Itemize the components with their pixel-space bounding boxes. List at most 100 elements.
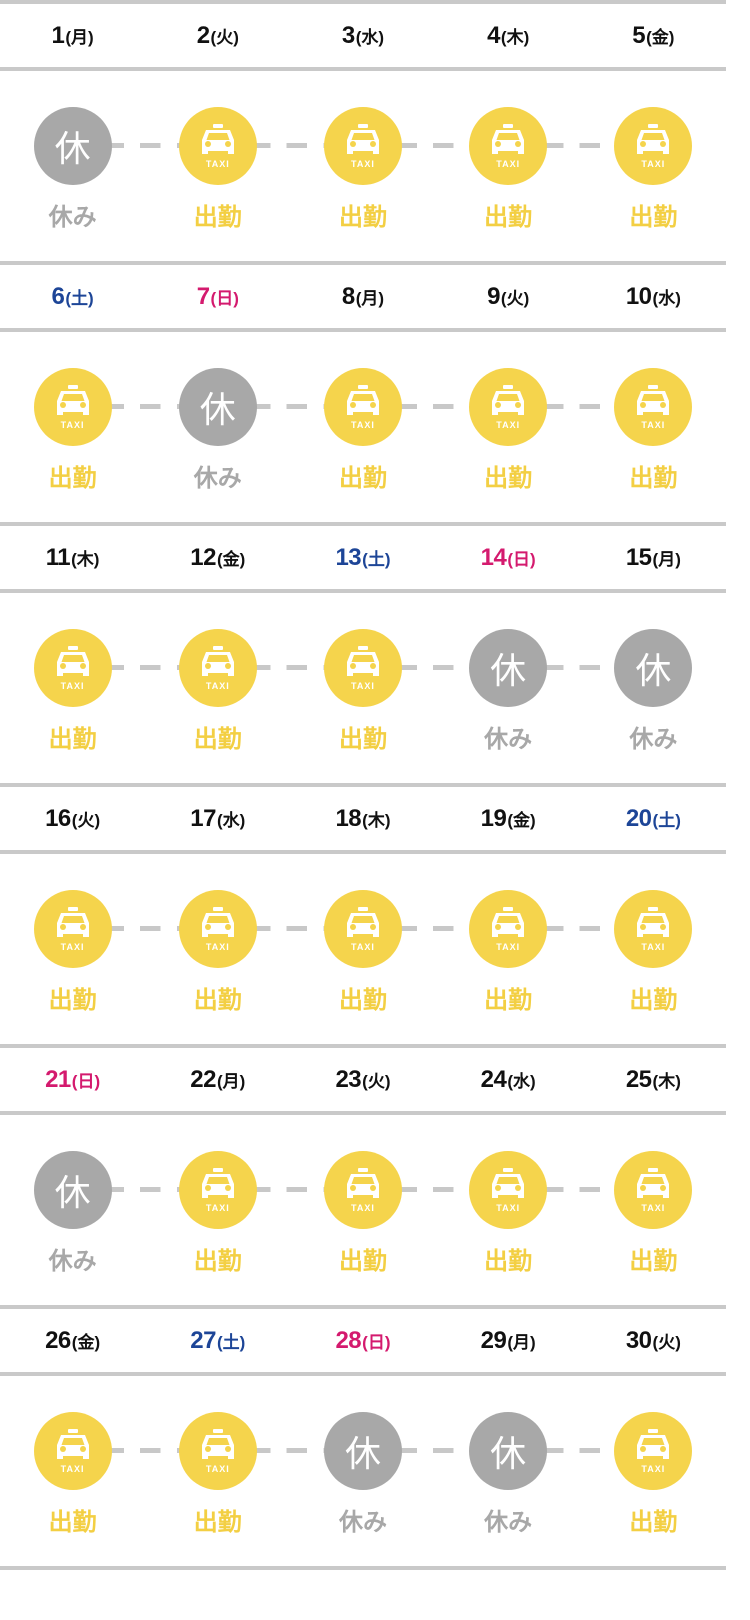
- weekday: (金): [216, 550, 246, 569]
- taxi-icon-text: TAXI: [60, 680, 85, 691]
- week-body: TAXI 出勤 TAXI 出勤休休み休休み TAXI 出勤: [0, 1376, 726, 1566]
- taxi-icon: TAXI: [323, 629, 402, 707]
- status-label: 出勤: [48, 1509, 97, 1536]
- weekday: (日): [507, 550, 536, 569]
- day-cell: TAXI 出勤: [0, 1376, 145, 1566]
- taxi-icon-text: TAXI: [351, 680, 375, 691]
- day-cell: TAXI 出勤: [290, 1115, 435, 1305]
- weekday: (月): [507, 1333, 536, 1352]
- day-cell: TAXI 出勤: [581, 71, 726, 261]
- day-number: 19: [480, 804, 507, 832]
- status-label: 出勤: [484, 1248, 533, 1275]
- taxi-icon-text: TAXI: [496, 941, 521, 952]
- taxi-icon-text: TAXI: [351, 1202, 375, 1213]
- day-number: 28: [335, 1326, 362, 1354]
- day-number: 23: [335, 1065, 362, 1093]
- taxi-icon-text: TAXI: [641, 1463, 666, 1474]
- day-cell: TAXI 出勤: [581, 1376, 726, 1566]
- taxi-icon-text: TAXI: [205, 680, 230, 691]
- taxi-icon-text: TAXI: [641, 941, 666, 952]
- taxi-icon-text: TAXI: [496, 1202, 521, 1213]
- week-body: 休休み TAXI 出勤 TAXI 出勤 TAXI 出勤 TAXI 出勤: [0, 71, 726, 261]
- weekday: (木): [500, 28, 530, 47]
- day-cell: TAXI 出勤: [145, 71, 290, 261]
- weekday: (日): [210, 289, 239, 308]
- weekday: (月): [216, 1072, 246, 1091]
- taxi-icon-text: TAXI: [641, 1202, 666, 1213]
- date-header: 6 (土): [0, 265, 145, 328]
- taxi-icon-text: TAXI: [641, 419, 666, 430]
- week-row: 1 (月) 2 (火) 3 (水) 4 (木) 5 (金) 休休み TAXI 出勤 TAXI 出勤 TAXI 出…: [0, 4, 726, 265]
- day-number: 17: [190, 804, 216, 832]
- week-header: 6 (土) 7 (日) 8 (月) 9 (火) 10 (水): [0, 265, 726, 332]
- weekday: (火): [652, 1333, 681, 1352]
- date-header: 17 (水): [145, 787, 290, 850]
- day-number: 21: [45, 1065, 71, 1093]
- weekday: (土): [362, 550, 391, 569]
- date-header: 5 (金): [581, 4, 726, 67]
- day-number: 6: [51, 282, 65, 310]
- taxi-icon-text: TAXI: [351, 941, 375, 952]
- week-row: 11 (木) 12 (金) 13 (土) 14 (日) 15 (月) TAXI 出勤 TAXI 出勤 TAX…: [0, 526, 726, 787]
- status-label: 出勤: [48, 987, 97, 1014]
- taxi-icon: TAXI: [469, 890, 548, 968]
- status-label: 出勤: [338, 726, 387, 753]
- status-label: 休み: [484, 726, 533, 753]
- taxi-icon: TAXI: [178, 1151, 257, 1229]
- shift-calendar: 1 (月) 2 (火) 3 (水) 4 (木) 5 (金) 休休み TAXI 出勤 TAXI 出勤 TAXI 出…: [0, 0, 726, 1570]
- week-body: TAXI 出勤 TAXI 出勤 TAXI 出勤休休み休休み: [0, 593, 726, 783]
- day-number: 22: [190, 1065, 216, 1093]
- day-number: 4: [487, 21, 500, 49]
- weekday: (木): [362, 811, 391, 830]
- date-header: 11 (木): [0, 526, 145, 589]
- date-header: 26 (金): [0, 1309, 145, 1372]
- taxi-icon: TAXI: [614, 890, 693, 968]
- day-cell: TAXI 出勤: [436, 332, 581, 522]
- date-header: 22 (月): [145, 1048, 290, 1111]
- day-off-icon-text: 休: [490, 1433, 527, 1474]
- status-label: 出勤: [484, 204, 533, 231]
- status-label: 出勤: [338, 987, 387, 1014]
- taxi-icon-text: TAXI: [60, 1463, 85, 1474]
- date-header: 25 (木): [581, 1048, 726, 1111]
- week-header: 11 (木) 12 (金) 13 (土) 14 (日) 15 (月): [0, 526, 726, 593]
- day-number: 8: [341, 282, 355, 310]
- date-header: 18 (木): [290, 787, 435, 850]
- week-row: 6 (土) 7 (日) 8 (月) 9 (火) 10 (水) TAXI 出勤休休み TAXI 出勤 TAXI…: [0, 265, 726, 526]
- taxi-icon: TAXI: [469, 107, 548, 185]
- week-row: 16 (火) 17 (水) 18 (木) 19 (金) 20 (土) TAXI 出勤 TAXI 出勤 TAX…: [0, 787, 726, 1048]
- taxi-icon-text: TAXI: [351, 158, 375, 169]
- status-label: 出勤: [338, 204, 387, 231]
- taxi-icon: TAXI: [323, 1151, 402, 1229]
- day-number: 24: [480, 1065, 507, 1093]
- day-off-icon: 休: [33, 1151, 112, 1229]
- date-header: 19 (金): [436, 787, 581, 850]
- week-body: TAXI 出勤 休休み TAXI 出勤 TAXI 出勤 TAXI 出勤: [0, 332, 726, 522]
- day-number: 10: [625, 282, 652, 310]
- day-number: 3: [341, 21, 355, 49]
- date-header: 8 (月): [290, 265, 435, 328]
- week-header: 1 (月) 2 (火) 3 (水) 4 (木) 5 (金): [0, 4, 726, 71]
- day-number: 20: [625, 804, 652, 832]
- day-cell: TAXI 出勤: [145, 1376, 290, 1566]
- taxi-icon: TAXI: [33, 1412, 112, 1490]
- weekday: (火): [362, 1072, 391, 1091]
- weekday: (金): [507, 811, 536, 830]
- taxi-icon: TAXI: [323, 107, 402, 185]
- status-label: 出勤: [193, 987, 242, 1014]
- day-cell: TAXI 出勤: [436, 1115, 581, 1305]
- weekday: (火): [500, 289, 530, 308]
- day-off-icon: 休: [178, 368, 257, 446]
- taxi-icon: TAXI: [178, 1412, 257, 1490]
- status-label: 出勤: [629, 465, 678, 492]
- day-cell: TAXI 出勤: [581, 332, 726, 522]
- day-cell: TAXI 出勤: [436, 71, 581, 261]
- date-header: 13 (土): [290, 526, 435, 589]
- day-number: 14: [480, 543, 507, 571]
- day-number: 29: [480, 1326, 507, 1354]
- taxi-icon: TAXI: [614, 107, 693, 185]
- week-header: 21 (日) 22 (月) 23 (火) 24 (水) 25 (木): [0, 1048, 726, 1115]
- date-header: 7 (日): [145, 265, 290, 328]
- taxi-icon-text: TAXI: [205, 941, 230, 952]
- day-cell: TAXI 出勤: [145, 854, 290, 1044]
